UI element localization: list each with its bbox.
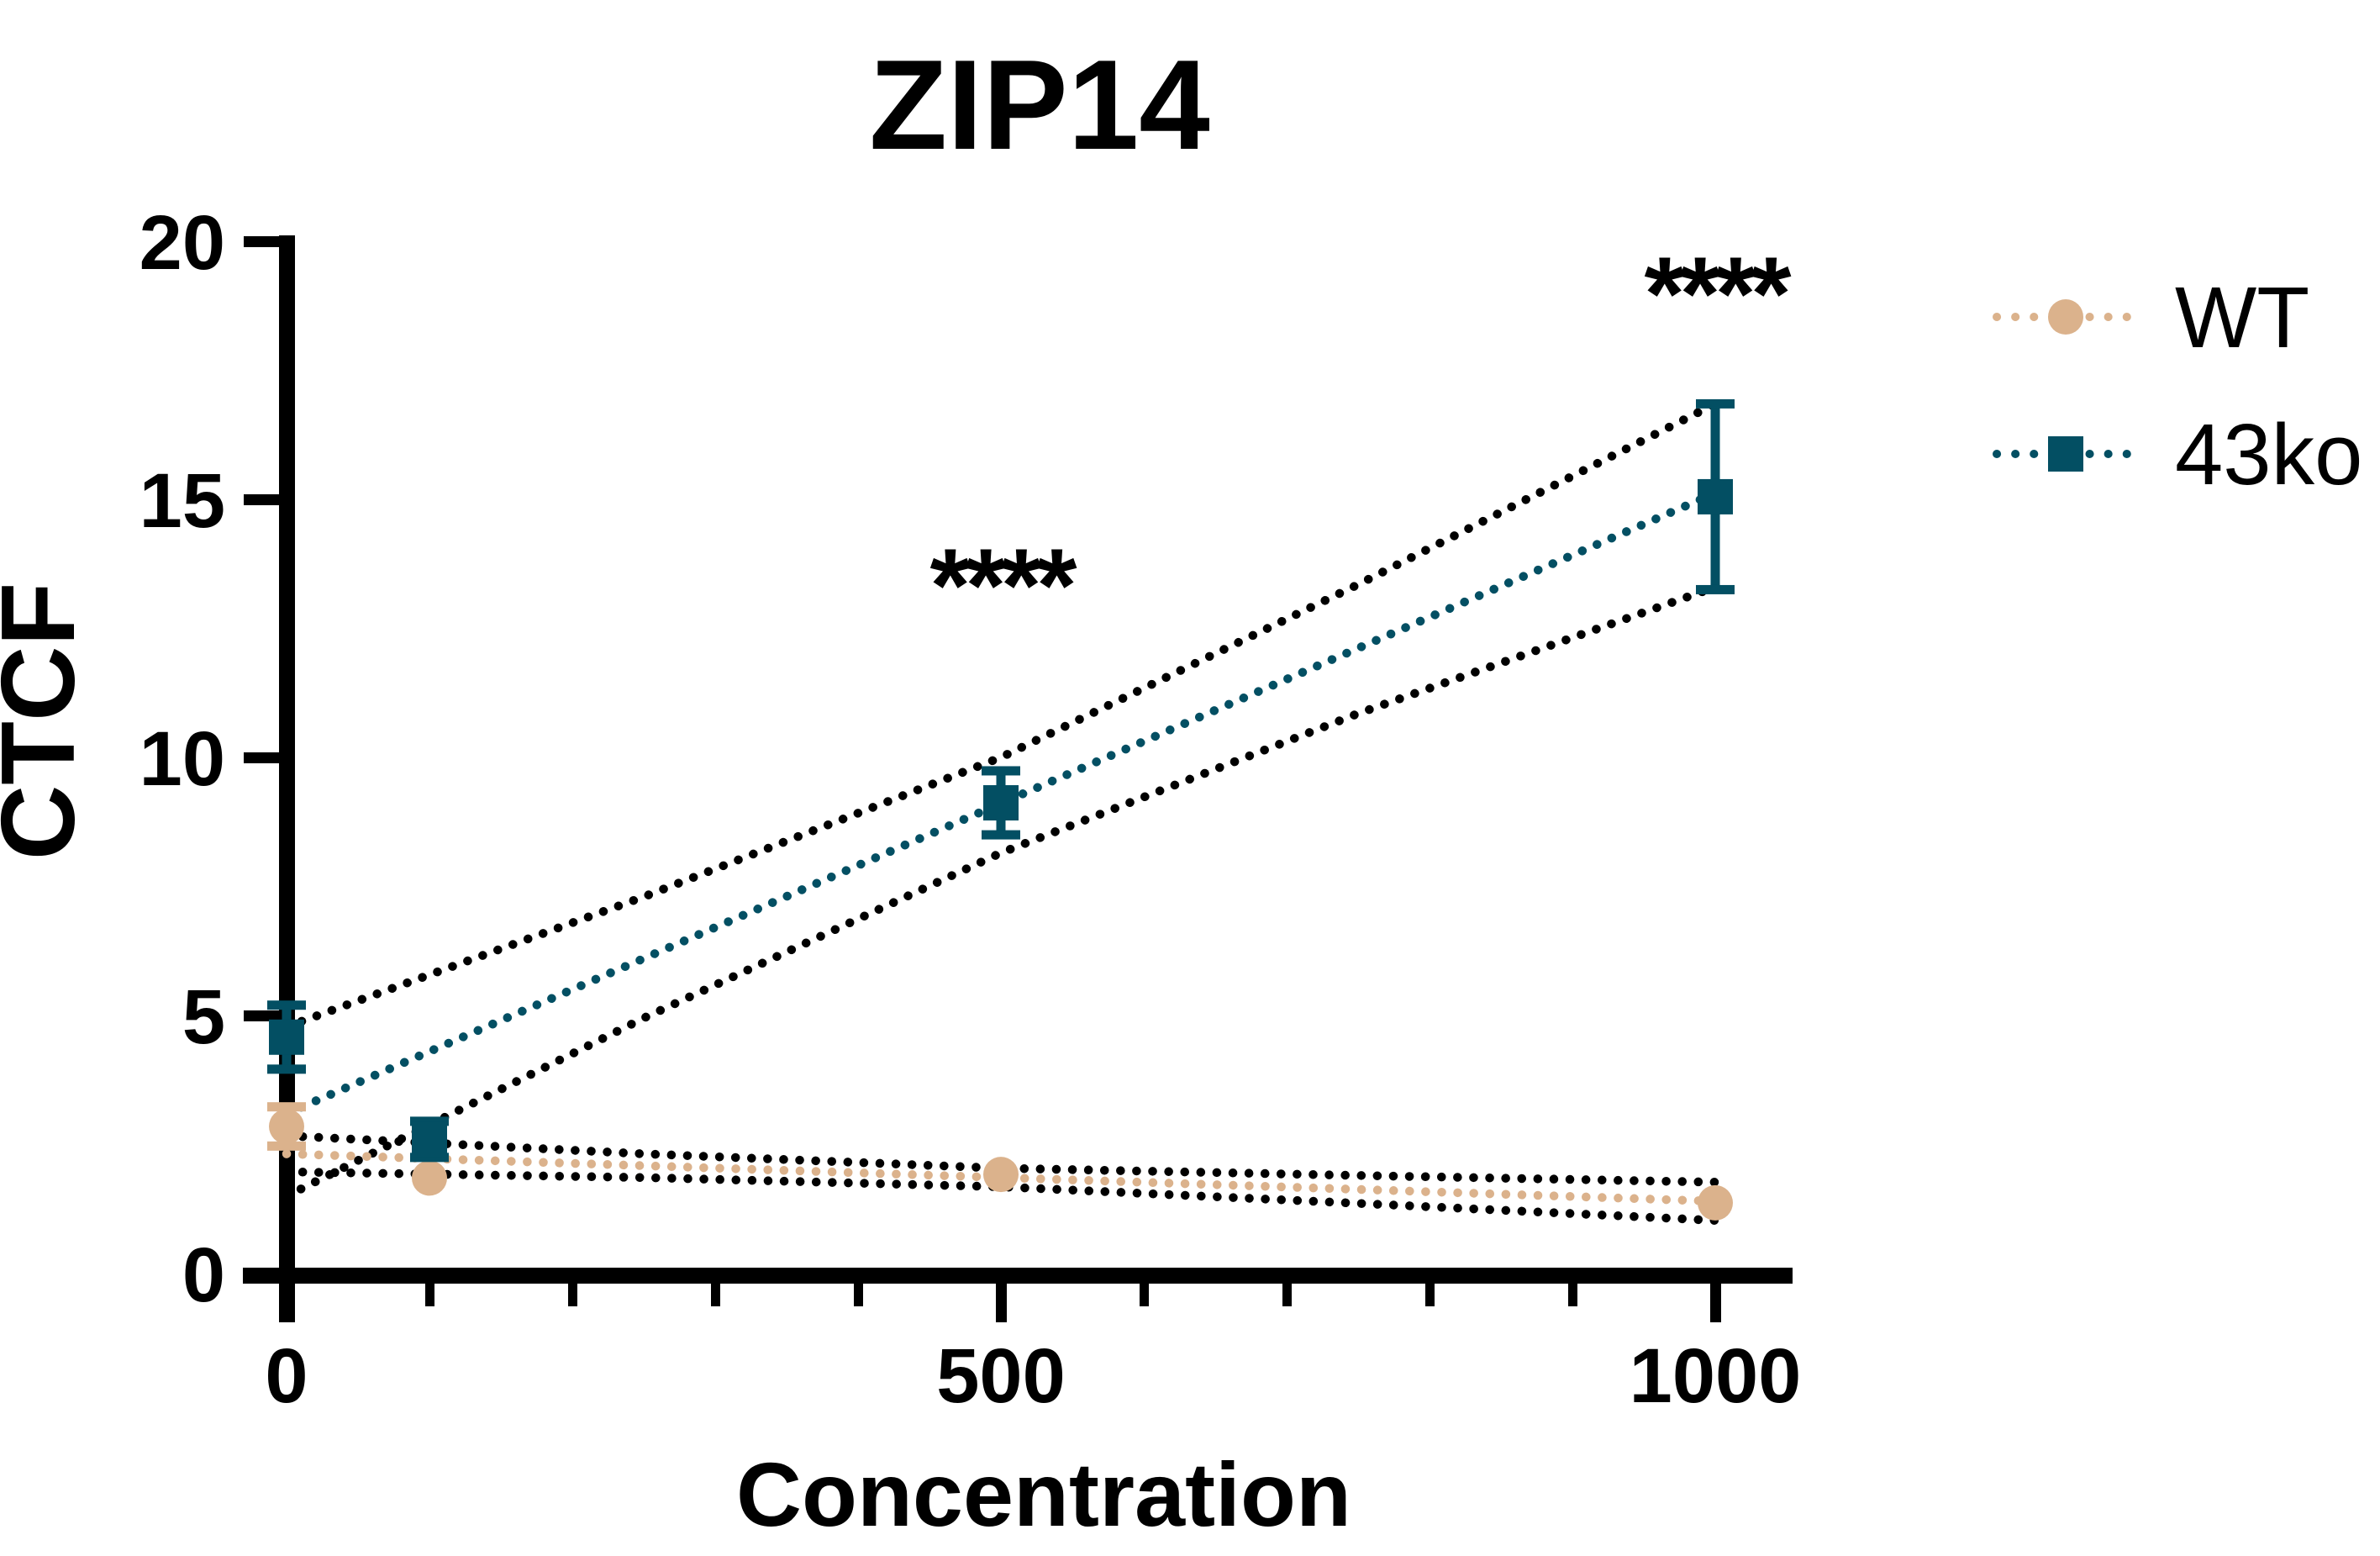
y-tick	[244, 1269, 279, 1279]
WT-point-marker	[412, 1160, 447, 1196]
43ko-error-cap-bottom	[267, 1064, 306, 1074]
43ko-error-cap-bottom	[410, 1152, 449, 1163]
43ko-error-cap-top	[1696, 398, 1735, 409]
y-axis-title: CTCF	[0, 583, 97, 861]
x-tick	[1710, 1284, 1721, 1322]
43ko-error-cap-bottom	[1696, 584, 1735, 594]
x-axis-line	[243, 1268, 1793, 1284]
43ko-upper-confidence-band	[282, 399, 1720, 1031]
axis-ticks: 0 5 10 15 20 0 500 1000	[140, 200, 1802, 1419]
x-tick-label: 1000	[1630, 1333, 1802, 1419]
WT-error-cap-top	[267, 1102, 306, 1112]
legend-item-43ko: 43ko	[1993, 406, 2362, 503]
x-minor-tick	[1568, 1284, 1577, 1306]
y-tick	[244, 1010, 279, 1021]
significance-annotations: **** ****	[929, 236, 1797, 644]
43ko-error-cap-bottom	[982, 830, 1020, 840]
43ko-regression-line	[282, 488, 1720, 1118]
43ko-point-marker	[983, 785, 1019, 821]
legend: WT 43ko	[1993, 269, 2362, 503]
x-minor-tick	[568, 1284, 577, 1306]
regression-lines	[282, 488, 1720, 1206]
y-tick	[244, 236, 279, 247]
WT-lower-confidence-band	[282, 1167, 1720, 1226]
WT-point-marker	[269, 1109, 304, 1145]
43ko-point-marker	[1698, 478, 1733, 514]
y-tick-label: 0	[182, 1232, 225, 1318]
WT-upper-confidence-band	[282, 1131, 1720, 1187]
43ko-error-cap-top	[982, 766, 1020, 776]
WT-point-marker	[983, 1157, 1019, 1193]
x-minor-tick	[425, 1284, 434, 1306]
x-minor-tick	[1425, 1284, 1435, 1306]
y-tick-label: 20	[140, 200, 225, 286]
legend-item-wt: WT	[1993, 269, 2309, 366]
significance-stars: ****	[929, 528, 1077, 644]
43ko-point-marker	[412, 1121, 447, 1158]
legend-circle-marker	[2048, 299, 2083, 335]
43ko-error-cap-top	[267, 1000, 306, 1010]
WT-error-cap-bottom	[267, 1141, 306, 1151]
x-tick-label: 500	[936, 1333, 1066, 1419]
WT-point-marker	[1698, 1184, 1733, 1221]
43ko-point-marker	[269, 1019, 304, 1055]
43ko-lower-confidence-band	[282, 583, 1720, 1201]
x-tick-label: 0	[265, 1333, 308, 1419]
x-tick	[996, 1284, 1007, 1322]
x-tick-zero	[279, 1284, 295, 1322]
x-axis-title: Concentration	[736, 1443, 1351, 1545]
x-minor-tick	[711, 1284, 720, 1306]
data-points	[267, 398, 1735, 1221]
confidence-bands	[282, 399, 1720, 1226]
y-tick	[244, 752, 279, 763]
chart-title: ZIP14	[869, 34, 1210, 177]
y-tick-label: 5	[182, 974, 225, 1060]
significance-stars: ****	[1644, 236, 1792, 352]
legend-label: WT	[2175, 269, 2309, 366]
43ko-error-cap-top	[410, 1116, 449, 1126]
x-minor-tick	[1140, 1284, 1149, 1306]
y-tick	[244, 494, 279, 505]
x-minor-tick	[854, 1284, 863, 1306]
x-minor-tick	[1282, 1284, 1292, 1306]
legend-label: 43ko	[2175, 406, 2362, 503]
y-tick-label: 10	[140, 716, 225, 802]
y-tick-label: 15	[140, 458, 225, 544]
WT-regression-line	[282, 1149, 1720, 1206]
legend-square-marker	[2048, 436, 2083, 472]
